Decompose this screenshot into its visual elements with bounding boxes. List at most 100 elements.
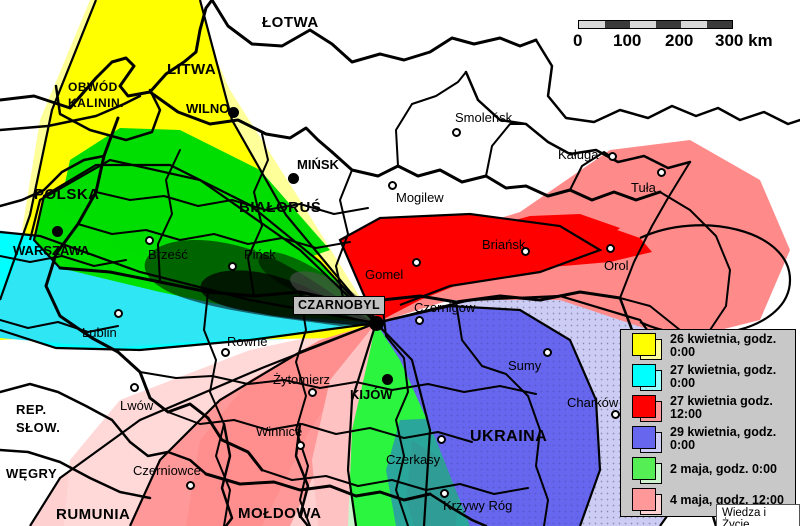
city-label-czerkasy: Czerkasy [386, 452, 441, 467]
city-label-orol: Orol [604, 258, 629, 273]
scale-segment-4 [655, 21, 681, 28]
legend-item[interactable]: 2 maja, godz. 0:00 [621, 454, 795, 485]
legend-item[interactable]: 27 kwietnia godz. 12:00 [621, 392, 795, 423]
border-poland-west [0, 154, 106, 208]
city-marker-brzesc [145, 236, 154, 245]
city-label-sumy: Sumy [508, 358, 542, 373]
border-poland-reg2 [0, 319, 119, 333]
border-russia-north [534, 38, 800, 126]
watermark-label: Wiedza i Życie [716, 504, 800, 526]
border-romania-north [204, 472, 432, 502]
legend-swatch-icon [628, 455, 670, 485]
border-belarus-reg2 [247, 133, 269, 297]
city-label-gomel: Gomel [365, 267, 404, 282]
city-marker-krzywy-rog [440, 489, 449, 498]
legend-swatch-icon [628, 486, 670, 516]
city-label-zytomierz: Żytomierz [273, 372, 331, 387]
outline-cyan-2 [0, 321, 377, 352]
legend-swatch-front [632, 456, 656, 480]
country-label-polska: POLSKA [34, 186, 100, 203]
country-label-slow: SŁOW. [16, 420, 61, 435]
border-ukraine-reg7 [261, 469, 529, 495]
border-ukraine-reg4 [203, 291, 231, 526]
legend-swatch-icon [628, 424, 670, 454]
city-marker-czerniowce [186, 481, 195, 490]
plume-29kwietnia-core-tex [376, 306, 600, 526]
legend-label: 27 kwietnia godz. 12:00 [670, 394, 773, 421]
city-marker-mogilew [388, 181, 397, 190]
legend-swatch-front [632, 332, 656, 356]
capital-label-kijow: KIJÓW [350, 387, 393, 402]
legend-swatch-icon [628, 362, 670, 392]
border-ukraine-reg5 [139, 371, 537, 395]
city-label-briansk: Briańsk [482, 237, 526, 252]
country-label-wegry: WĘGRY [6, 466, 58, 481]
city-label-tula: Tuła [631, 180, 656, 195]
legend-swatch-icon [628, 393, 670, 423]
czarnobyl-label: CZARNOBYL [293, 296, 386, 315]
border-ukraine-reg1 [455, 301, 549, 526]
city-marker-pinsk [228, 262, 237, 271]
city-label-smolensk: Smoleńsk [455, 110, 513, 125]
city-marker-orol [606, 244, 615, 253]
city-label-charkow: Charków [567, 395, 619, 410]
city-label-winnice: Winnice [256, 424, 303, 439]
legend-item[interactable]: 4 maja, godz. 12:00 [621, 485, 795, 516]
border-russia-mid [464, 70, 692, 170]
border-ukraine-reg2 [381, 299, 409, 526]
border-moldova-w [220, 422, 234, 526]
country-label-rumunia: RUMUNIA [56, 506, 131, 523]
city-marker-briansk [521, 247, 530, 256]
outline-cyan [0, 230, 377, 325]
city-marker-rowne [221, 348, 230, 357]
plume-27kwietnia12-lobe [340, 214, 600, 323]
legend-label: 29 kwietnia, godz. 0:00 [670, 425, 777, 452]
border-ru-reg2 [485, 123, 527, 177]
city-marker-czerkasy [437, 435, 446, 444]
border-lithuania-south [148, 90, 334, 154]
scale-segment-2 [604, 21, 630, 28]
city-marker-tula [657, 168, 666, 177]
capital-label-minsk: MIŃSK [297, 157, 339, 172]
border-belarus-reg1 [157, 149, 181, 283]
country-label-kalinin: KALININ. [68, 96, 124, 110]
legend-label: 4 maja, godz. 12:00 [670, 493, 784, 508]
border-ru-reg4 [619, 161, 691, 299]
outline-pink [128, 321, 377, 526]
city-marker-smolensk [452, 128, 461, 137]
capital-marker-minsk [288, 173, 299, 184]
city-marker-lwow [130, 383, 139, 392]
outline-green-s2 [375, 322, 432, 526]
outline-pink-pale [29, 321, 377, 526]
border-romania-east [428, 492, 488, 526]
border-hungary [0, 448, 152, 500]
scale-segment-6 [706, 21, 732, 28]
legend-label: 27 kwietnia, godz. 0:00 [670, 363, 777, 390]
outline-yellow [198, 0, 377, 324]
legend-item[interactable]: 27 kwietnia, godz. 0:00 [621, 361, 795, 392]
city-label-lublin: Lublin [82, 325, 117, 340]
legend-item[interactable]: 29 kwietnia, godz. 0:00 [621, 423, 795, 454]
city-marker-czernigow [415, 316, 424, 325]
border-ru-reg1 [395, 71, 467, 167]
outline-green-s [346, 322, 378, 526]
capital-label-warszawa: WARSZAWA [13, 243, 90, 258]
city-label-mogilew: Mogilew [396, 190, 444, 205]
czarnobyl-epicenter-marker [369, 316, 384, 331]
coastline-baltic [0, 0, 214, 110]
city-marker-sumy [543, 348, 552, 357]
scale-tick-0: 0 [573, 31, 583, 50]
legend-item[interactable]: 26 kwietnia, godz. 0:00 [621, 330, 795, 361]
coastline-spit [0, 94, 142, 132]
legend-panel: 26 kwietnia, godz. 0:00 27 kwietnia, god… [620, 329, 796, 517]
legend-label: 26 kwietnia, godz. 0:00 [670, 332, 777, 359]
scale-segment-1 [579, 21, 605, 28]
city-marker-zytomierz [308, 388, 317, 397]
city-label-pinsk: Pińsk [244, 247, 276, 262]
capital-marker-wilno [228, 107, 239, 118]
scale-tick-100: 100 [613, 31, 642, 50]
country-label-litwa: LITWA [167, 61, 217, 78]
country-label-bialorus: BIAŁORUŚ [239, 199, 322, 216]
